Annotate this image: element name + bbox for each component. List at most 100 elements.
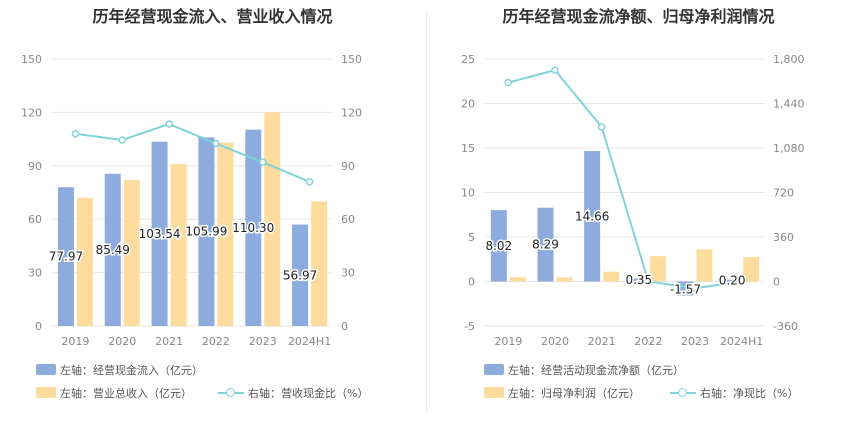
data-label: 103.54	[139, 227, 181, 241]
line-point	[551, 66, 559, 74]
legend-label: 右轴：营收现金比（%）	[248, 387, 369, 400]
legend-line-swatch	[218, 387, 244, 398]
bar-secondary	[743, 257, 760, 282]
left-tick-label: 5	[468, 231, 475, 244]
legend-bar-swatch	[36, 364, 56, 375]
bar-primary	[584, 151, 601, 282]
data-label: 105.99	[185, 225, 227, 239]
bar-primary	[724, 279, 741, 282]
line-series	[508, 68, 742, 290]
line-point	[644, 277, 653, 286]
left-tick-label: 150	[21, 53, 42, 66]
bar-secondary	[696, 249, 713, 282]
line-point	[71, 130, 80, 138]
right-tick-label: 1,080	[773, 142, 805, 155]
data-label: 0.35	[625, 273, 652, 287]
left-tick-label: -5	[464, 320, 475, 333]
bar-primary	[245, 129, 262, 326]
legend-item[interactable]: 左轴：归母净利润（亿元）	[484, 385, 640, 401]
bar-primary	[490, 210, 507, 282]
legend-item[interactable]: 左轴：经营活动现金流净额（亿元）	[484, 362, 684, 378]
bar-primary	[104, 173, 121, 326]
line-point	[165, 120, 173, 128]
x-tick-label: 2022	[202, 335, 230, 348]
data-label: 8.02	[485, 239, 512, 253]
data-label: 14.66	[575, 209, 609, 223]
x-tick-label: 2024H1	[720, 335, 763, 348]
x-tick-label: 2020	[108, 335, 136, 348]
bar-secondary	[649, 256, 666, 282]
right-tick-label: 120	[341, 106, 362, 119]
data-label: 110.30	[232, 221, 274, 235]
bar-secondary	[603, 271, 620, 282]
bar-primary	[292, 224, 309, 326]
panel-divider	[426, 12, 427, 412]
line-point	[212, 139, 220, 148]
right-tick-label: 0	[341, 320, 348, 333]
left-tick-label: 120	[21, 106, 42, 119]
data-label: 77.97	[49, 250, 83, 264]
x-tick-label: 2022	[634, 335, 662, 348]
bar-primary	[630, 278, 647, 282]
bar-secondary	[170, 164, 187, 326]
chart-title: 历年经营现金流净额、归母净利润情况	[502, 7, 775, 26]
line-point	[737, 277, 746, 286]
left-tick-label: 90	[28, 160, 42, 173]
line-series	[75, 122, 310, 183]
legend-label: 左轴：营业总收入（亿元）	[60, 387, 192, 400]
legend-label: 左轴：经营现金流入（亿元）	[60, 364, 203, 377]
legend-bar-swatch	[484, 387, 504, 398]
line-point	[305, 178, 314, 186]
legend-bar-swatch	[36, 387, 56, 398]
chart-panel-right: 历年经营现金流净额、归母净利润情况 -5 0 5 10 15 20 25 -360 0 360 72…	[427, 0, 850, 437]
chart-panel-left: 历年经营现金流入、营业收入情况 0 30 60 90 120 150 0 30 60 90 120 1…	[21, 7, 368, 401]
legend-line-swatch	[670, 387, 696, 398]
chart-svg-left: 0 30 60 90 120 150 0 30 60 90 120 150 2019 2020 2021 20…	[21, 53, 362, 348]
bar-secondary	[556, 277, 573, 282]
bar-secondary	[123, 180, 140, 326]
left-tick-label: 0	[35, 320, 42, 333]
line-point	[691, 284, 699, 293]
legend-bar-swatch	[484, 364, 504, 375]
left-tick-label: 20	[461, 98, 475, 111]
right-tick-label: 90	[341, 160, 355, 173]
bar-primary	[198, 137, 215, 326]
x-tick-label: 2024H1	[288, 335, 331, 348]
x-tick-label: 2019	[61, 335, 89, 348]
bar-primary	[57, 187, 74, 326]
bar-primary	[151, 141, 168, 326]
left-tick-label: 30	[28, 267, 42, 280]
line-point	[259, 158, 267, 166]
legend-item[interactable]: 左轴：经营现金流入（亿元）	[36, 362, 203, 378]
chart-svg-right: -5 0 5 10 15 20 25 -360 0 360 720 1,080 1,440 1,800 20…	[461, 53, 805, 348]
data-label: 56.97	[283, 268, 317, 282]
bar-primary	[677, 281, 694, 296]
bar-secondary	[217, 142, 234, 326]
legend-item[interactable]: 右轴：净现比（%）	[670, 385, 798, 401]
line-point	[597, 123, 606, 131]
x-tick-label: 2023	[681, 335, 709, 348]
legend-item[interactable]: 左轴：营业总收入（亿元）	[36, 385, 192, 401]
bar-secondary	[264, 112, 281, 327]
bar-primary	[537, 207, 554, 282]
chart-title: 历年经营现金流入、营业收入情况	[92, 7, 333, 26]
right-tick-label: 360	[773, 231, 794, 244]
legend-item[interactable]: 右轴：营收现金比（%）	[218, 385, 368, 401]
bar-secondary	[76, 197, 93, 326]
right-tick-label: 720	[773, 187, 794, 200]
data-label: 0.20	[719, 274, 746, 288]
right-tick-label: 150	[341, 53, 362, 66]
x-tick-label: 2020	[541, 335, 569, 348]
line-point	[118, 136, 126, 144]
bar-secondary	[509, 277, 526, 282]
left-tick-label: 25	[461, 53, 475, 66]
legend-label: 左轴：经营活动现金流净额（亿元）	[508, 364, 684, 377]
left-tick-label: 10	[461, 187, 475, 200]
legend-label: 左轴：归母净利润（亿元）	[508, 387, 640, 400]
data-label: -1.57	[670, 283, 701, 297]
legend-label: 右轴：净现比（%）	[700, 387, 799, 400]
right-tick-label: 60	[341, 213, 355, 226]
data-label: 8.29	[532, 238, 559, 252]
right-tick-label: 30	[341, 267, 355, 280]
